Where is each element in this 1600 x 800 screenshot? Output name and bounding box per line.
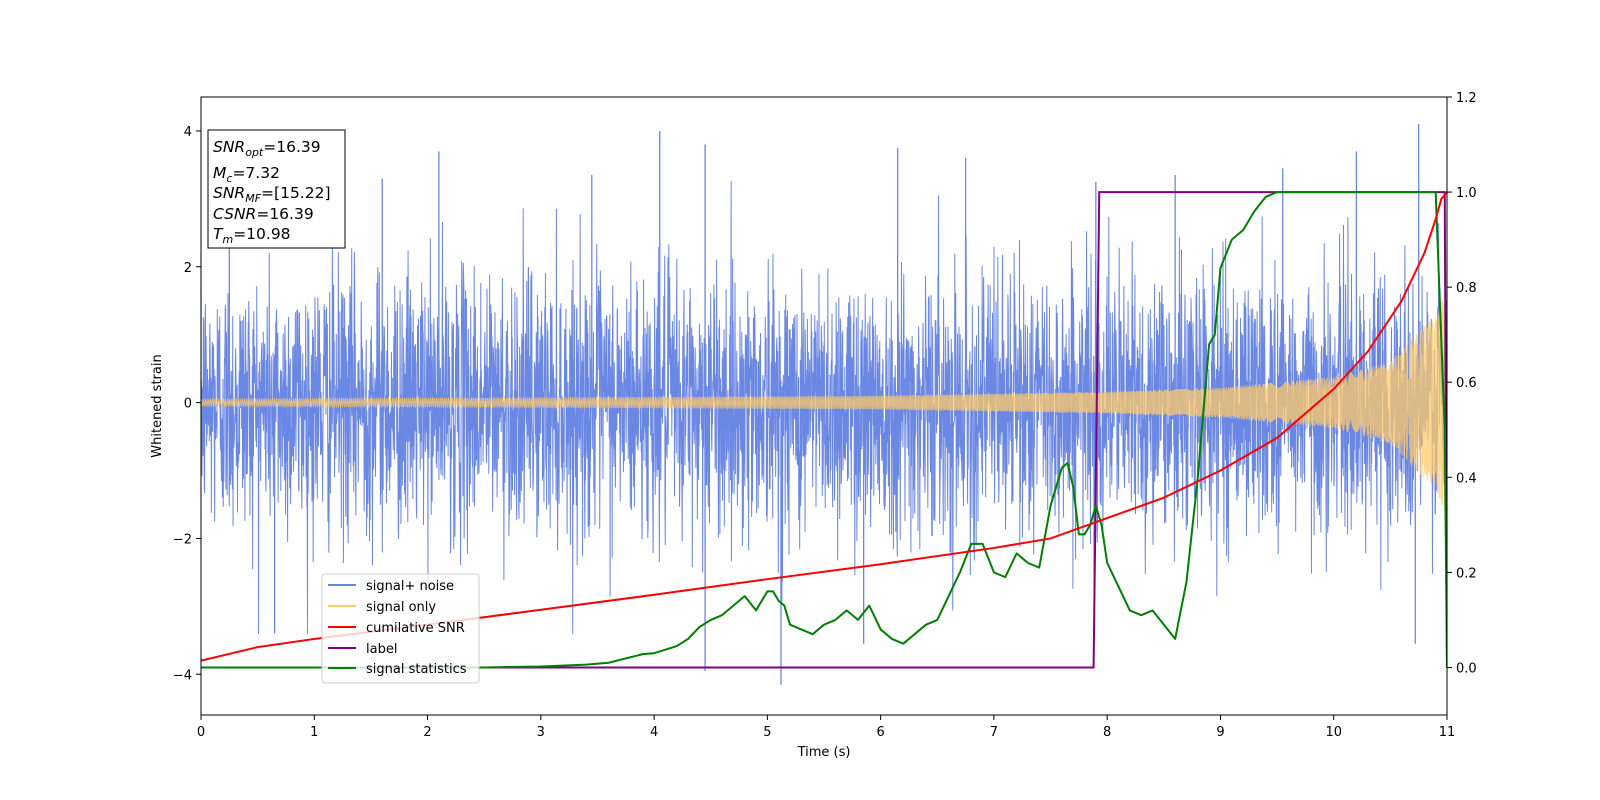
info-csnr: CSNR=16.39 bbox=[213, 205, 314, 223]
legend-label-cumulative-snr: cumilative SNR bbox=[366, 621, 465, 636]
y-right-tick-label: 0.0 bbox=[1456, 661, 1477, 676]
x-tick-label: 3 bbox=[537, 725, 545, 740]
legend-label-signal-only: signal only bbox=[366, 600, 436, 615]
x-tick-label: 0 bbox=[197, 725, 205, 740]
x-tick-label: 4 bbox=[650, 725, 658, 740]
y-right-tick-label: 0.6 bbox=[1456, 376, 1477, 391]
y-left-tick-label: −2 bbox=[173, 532, 192, 547]
left-y-axis: −4 −2 0 2 4 bbox=[173, 125, 201, 683]
info-box: SNRopt=16.39 Mc=7.32 SNRMF=[15.22] CSNR=… bbox=[207, 129, 346, 249]
legend-label-signal-plus-noise: signal+ noise bbox=[366, 579, 454, 594]
y-left-tick-label: 0 bbox=[184, 397, 192, 412]
x-tick-label: 2 bbox=[423, 725, 431, 740]
info-snr-mf: SNRMF=[15.22] bbox=[213, 184, 331, 205]
y-left-tick-label: 2 bbox=[184, 261, 192, 276]
x-tick-label: 7 bbox=[990, 725, 998, 740]
y-right-tick-label: 1.2 bbox=[1456, 91, 1477, 106]
y-left-tick-label: 4 bbox=[184, 125, 192, 140]
x-tick-label: 6 bbox=[876, 725, 884, 740]
signal-statistics-line bbox=[201, 191, 1447, 669]
x-tick-label: 9 bbox=[1216, 725, 1224, 740]
y-left-tick-label: −4 bbox=[173, 668, 192, 683]
legend-frame bbox=[321, 573, 480, 684]
plot-area bbox=[201, 124, 1447, 685]
y-axis-label: Whitened strain bbox=[150, 354, 165, 457]
plot-frame bbox=[200, 96, 1448, 716]
y-right-tick-label: 0.2 bbox=[1456, 566, 1477, 581]
x-tick-label: 1 bbox=[310, 725, 318, 740]
y-right-tick-label: 0.4 bbox=[1456, 471, 1477, 486]
info-tm: Tm=10.98 bbox=[213, 225, 291, 246]
x-axis-label: Time (s) bbox=[797, 745, 851, 760]
x-tick-label: 10 bbox=[1325, 725, 1342, 740]
right-y-axis: 0.0 0.2 0.4 0.6 0.8 1.0 1.2 bbox=[1447, 91, 1477, 676]
x-tick-label: 5 bbox=[763, 725, 771, 740]
legend: signal+ noise signal only cumilative SNR… bbox=[321, 573, 480, 684]
legend-label-label: label bbox=[366, 642, 397, 657]
signal-only-line bbox=[201, 299, 1447, 510]
y-right-tick-label: 1.0 bbox=[1456, 186, 1477, 201]
info-snr-opt: SNRopt=16.39 bbox=[213, 138, 321, 159]
x-tick-label: 11 bbox=[1439, 725, 1456, 740]
info-box-frame bbox=[207, 129, 346, 249]
info-mc: Mc=7.32 bbox=[213, 164, 280, 185]
x-tick-label: 8 bbox=[1103, 725, 1111, 740]
x-axis: 0 1 2 3 4 5 6 7 8 9 10 11 bbox=[197, 715, 1455, 740]
legend-label-signal-statistics: signal statistics bbox=[366, 662, 467, 677]
y-right-tick-label: 0.8 bbox=[1456, 281, 1477, 296]
